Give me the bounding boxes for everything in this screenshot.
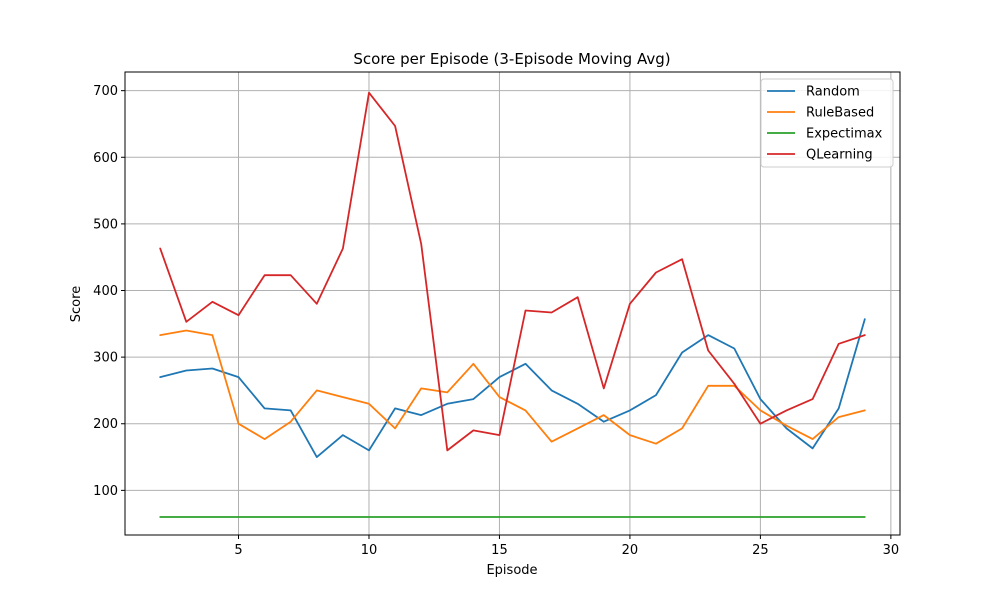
y-tick-label: 600	[93, 151, 118, 166]
x-tick-label: 5	[234, 543, 242, 558]
chart-title: Score per Episode (3-Episode Moving Avg)	[353, 50, 670, 68]
series-line-qlearning	[159, 91, 866, 452]
legend-box	[760, 78, 894, 168]
plot-frame	[124, 71, 901, 536]
x-tick-label: 15	[491, 543, 508, 558]
series-line-rulebased	[159, 329, 866, 445]
grid-lines	[125, 72, 900, 535]
legend-label-expectimax: Expectimax	[806, 127, 883, 142]
legend-label-rulebased: RuleBased	[806, 106, 874, 121]
x-axis-label: Episode	[486, 563, 537, 578]
y-tick-label: 200	[93, 417, 118, 432]
y-tick-label: 400	[93, 284, 118, 299]
x-tick-label: 10	[361, 543, 378, 558]
x-tick-label: 20	[622, 543, 639, 558]
y-tick-label: 700	[93, 84, 118, 99]
y-axis-label: Score	[69, 286, 84, 322]
x-axis: 5 10 15 20 25 30	[234, 535, 899, 558]
legend: Random RuleBased Expectimax QLearning	[760, 78, 894, 168]
x-tick-label: 25	[752, 543, 769, 558]
x-tick-label: 30	[883, 543, 900, 558]
legend-label-qlearning: QLearning	[806, 148, 873, 163]
series-lines	[159, 91, 866, 518]
y-tick-label: 100	[93, 484, 118, 499]
y-tick-label: 500	[93, 217, 118, 232]
y-axis: 100 200 300 400 500 600 700	[93, 84, 125, 499]
legend-label-random: Random	[806, 85, 860, 100]
y-tick-label: 300	[93, 351, 118, 366]
